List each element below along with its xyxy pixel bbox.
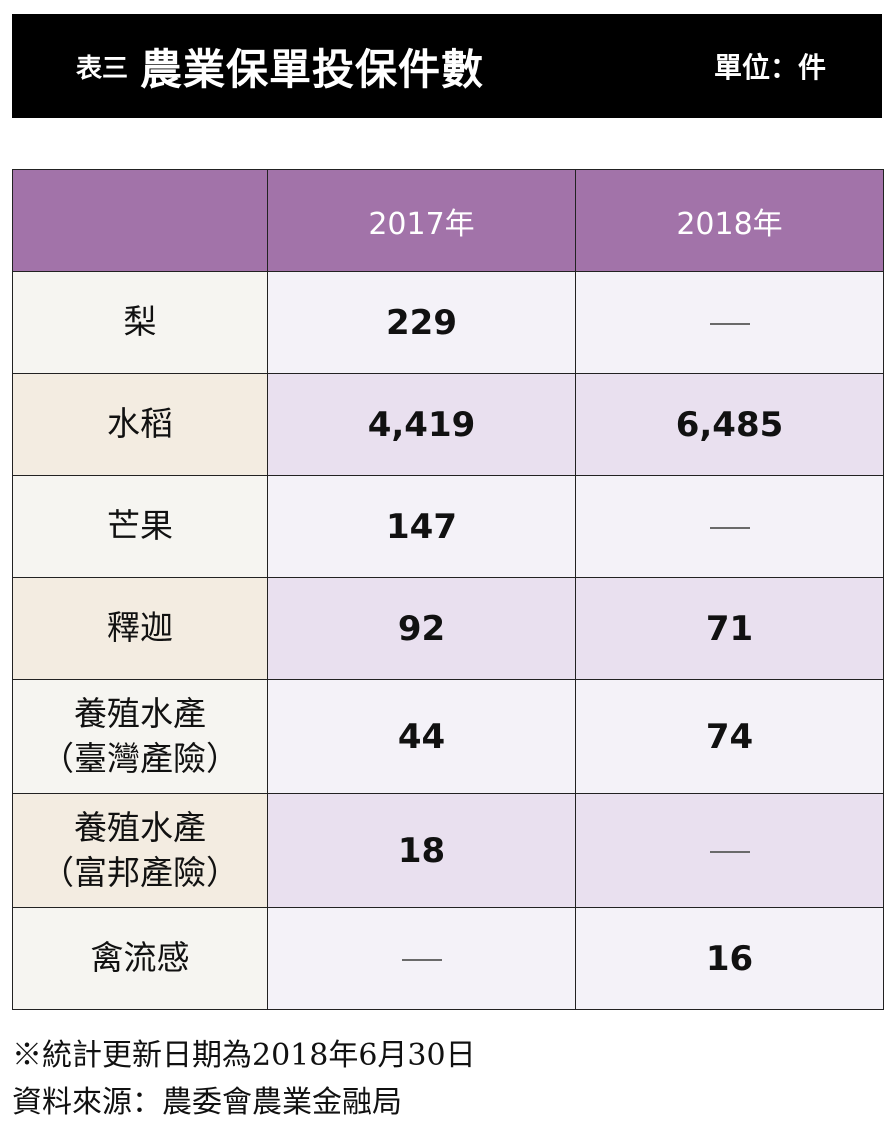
page-title: 農業保單投保件數 bbox=[140, 44, 485, 94]
row-label-line: 養殖水產 bbox=[74, 693, 206, 733]
data-source: 資料來源：農委會農業金融局 bbox=[12, 1085, 402, 1120]
row-label: 水稻 bbox=[12, 373, 268, 476]
no-data-dash bbox=[709, 527, 750, 529]
cell-2017: 92 bbox=[267, 577, 576, 680]
title-banner: 表三 農業保單投保件數 單位：件 bbox=[12, 14, 882, 118]
no-data-dash bbox=[401, 959, 442, 961]
table-row: 養殖水產 （臺灣產險） 44 74 bbox=[12, 679, 884, 794]
row-label-line: （臺灣產險） bbox=[41, 738, 239, 778]
table-row: 養殖水產 （富邦產險） 18 bbox=[12, 793, 884, 908]
column-header-item bbox=[12, 169, 268, 272]
cell-2018: 71 bbox=[575, 577, 884, 680]
row-label-line: （富邦產險） bbox=[41, 852, 239, 892]
table-row: 釋迦 92 71 bbox=[12, 577, 884, 680]
policy-count-table: 2017年 2018年 梨 229 水稻 4,419 6,485 芒果 147 釋迦 92 71 養… bbox=[12, 169, 884, 1010]
row-label-line: 禽流感 bbox=[90, 938, 190, 978]
cell-2017: 44 bbox=[267, 679, 576, 794]
row-label-line: 水稻 bbox=[107, 404, 173, 444]
cell-2017: 147 bbox=[267, 475, 576, 578]
cell-2018 bbox=[575, 793, 884, 908]
cell-2017 bbox=[267, 907, 576, 1010]
row-label: 梨 bbox=[12, 271, 268, 374]
column-header-2018: 2018年 bbox=[575, 169, 884, 272]
row-label: 養殖水產 （臺灣產險） bbox=[12, 679, 268, 794]
cell-2018: 6,485 bbox=[575, 373, 884, 476]
cell-2018: 16 bbox=[575, 907, 884, 1010]
cell-2018: 74 bbox=[575, 679, 884, 794]
row-label-line: 養殖水產 bbox=[74, 807, 206, 847]
column-header-2017: 2017年 bbox=[267, 169, 576, 272]
update-note: ※統計更新日期為2018年6月30日 bbox=[12, 1038, 476, 1073]
table-row: 芒果 147 bbox=[12, 475, 884, 578]
cell-2018 bbox=[575, 475, 884, 578]
table-number: 表三 bbox=[76, 53, 129, 84]
no-data-dash bbox=[709, 323, 750, 325]
cell-2017: 4,419 bbox=[267, 373, 576, 476]
row-label: 芒果 bbox=[12, 475, 268, 578]
table-row: 梨 229 bbox=[12, 271, 884, 374]
row-label: 禽流感 bbox=[12, 907, 268, 1010]
row-label-line: 釋迦 bbox=[107, 608, 173, 648]
table-row: 禽流感 16 bbox=[12, 907, 884, 1010]
table-row: 水稻 4,419 6,485 bbox=[12, 373, 884, 476]
row-label: 養殖水產 （富邦產險） bbox=[12, 793, 268, 908]
row-label-line: 梨 bbox=[123, 302, 157, 342]
row-label: 釋迦 bbox=[12, 577, 268, 680]
cell-2018 bbox=[575, 271, 884, 374]
unit-label: 單位：件 bbox=[713, 51, 826, 84]
header-row: 2017年 2018年 bbox=[12, 169, 884, 272]
cell-2017: 229 bbox=[267, 271, 576, 374]
row-label-line: 芒果 bbox=[107, 506, 173, 546]
no-data-dash bbox=[709, 851, 750, 853]
cell-2017: 18 bbox=[267, 793, 576, 908]
